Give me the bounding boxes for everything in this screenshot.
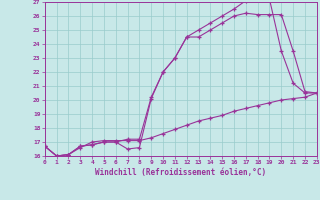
X-axis label: Windchill (Refroidissement éolien,°C): Windchill (Refroidissement éolien,°C) <box>95 168 266 177</box>
